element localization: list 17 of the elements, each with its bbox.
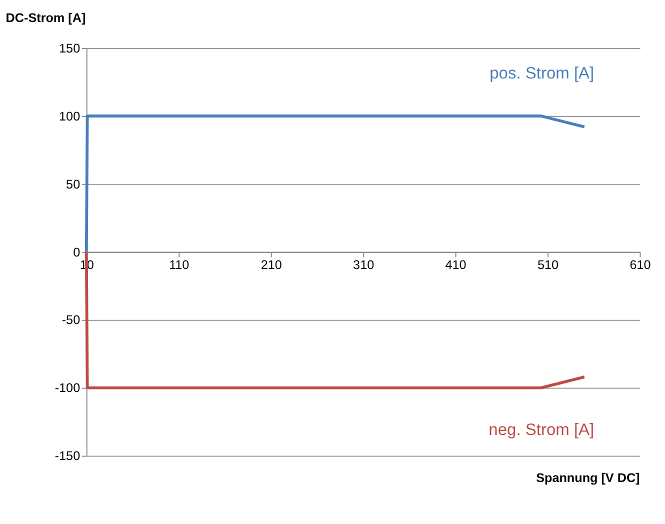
y-tick-label: -150 [54,449,80,464]
text: pos. Strom [A] [490,64,594,83]
y-tick-label: 150 [59,41,80,56]
text: neg. Strom [A] [488,420,594,439]
x-tick-label: 210 [260,258,282,272]
x-tick-label: 510 [537,258,559,272]
x-tick-label: 410 [445,258,466,272]
x-tick-label: 610 [630,258,651,272]
x-tick-label: 110 [169,258,190,272]
y-tick-label: 0 [73,245,80,260]
y-tick-label: 100 [59,109,80,124]
y-tick-label: -100 [54,381,80,396]
y-tick-label: 50 [66,177,80,192]
y-tick-label: -50 [62,313,80,328]
x-tick-label: 310 [353,258,374,272]
x-axis-title: Spannung [V DC] [536,470,640,485]
y-axis-title: DC-Strom [A] [6,10,86,25]
